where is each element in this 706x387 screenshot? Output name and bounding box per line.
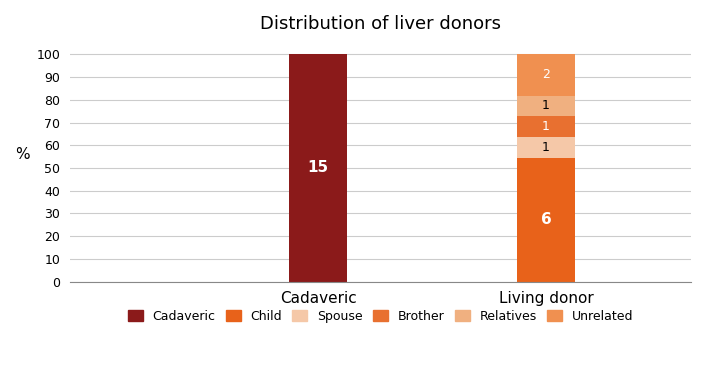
Bar [517, 116, 575, 137]
Text: 6: 6 [541, 212, 551, 227]
Bar [517, 158, 575, 282]
Text: 2: 2 [542, 68, 550, 81]
Text: 15: 15 [308, 161, 329, 175]
Legend: Cadaveric, Child, Spouse, Brother, Relatives, Unrelated: Cadaveric, Child, Spouse, Brother, Relat… [123, 305, 638, 328]
Y-axis label: %: % [15, 147, 30, 162]
Text: 1: 1 [542, 141, 550, 154]
Text: 1: 1 [542, 120, 550, 133]
Bar [517, 137, 575, 158]
Title: Distribution of liver donors: Distribution of liver donors [260, 15, 501, 33]
Bar [289, 54, 347, 282]
Bar [517, 96, 575, 116]
Text: 1: 1 [542, 99, 550, 113]
Bar [517, 54, 575, 96]
